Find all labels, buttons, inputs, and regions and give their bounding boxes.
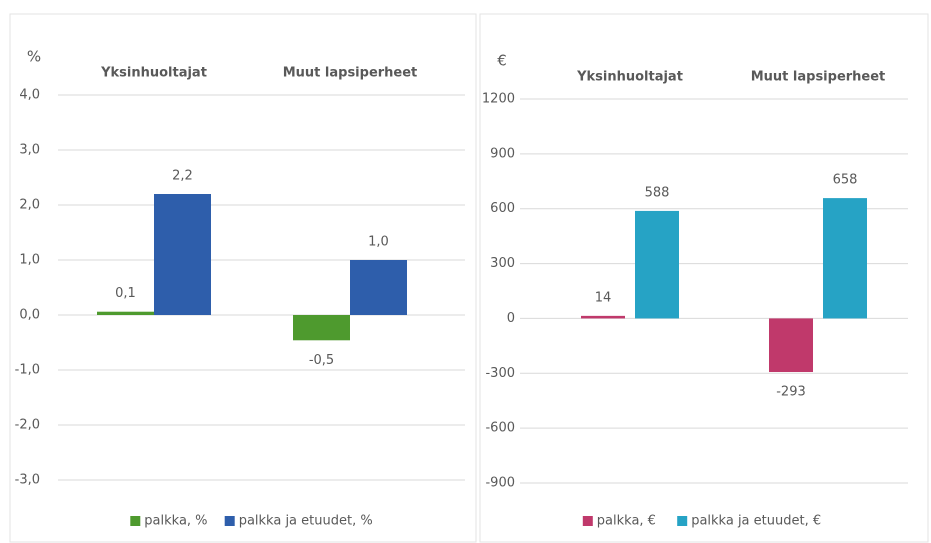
legend-swatch	[224, 516, 235, 526]
value-label: 658	[833, 173, 858, 188]
y-tick-label: 600	[490, 201, 515, 216]
y-tick-label: -600	[485, 421, 515, 436]
legend-swatch	[582, 516, 593, 526]
bar	[823, 198, 867, 319]
value-label: -0,5	[309, 353, 334, 368]
value-label: 588	[645, 185, 670, 200]
y-axis-unit: €	[497, 52, 507, 70]
category-label: Yksinhuoltajat	[100, 66, 207, 81]
category-label: Muut lapsiperheet	[751, 70, 886, 85]
y-tick-label: 1200	[482, 92, 515, 107]
y-tick-label: -2,0	[15, 418, 40, 433]
bar	[769, 318, 813, 373]
value-label: 1,0	[368, 235, 389, 250]
bar	[154, 194, 211, 315]
value-label: 14	[595, 290, 612, 305]
category-label: Yksinhuoltajat	[576, 70, 683, 85]
legend-label: palkka, €	[597, 514, 656, 529]
y-tick-label: 1,0	[19, 253, 40, 268]
panel-left	[9, 13, 477, 543]
y-tick-label: -3,0	[15, 473, 40, 488]
bar	[97, 311, 154, 315]
value-label: 2,2	[172, 169, 193, 184]
category-label: Muut lapsiperheet	[283, 66, 418, 81]
y-tick-label: -1,0	[15, 363, 40, 378]
y-tick-label: 0,0	[19, 308, 40, 323]
y-tick-label: 2,0	[19, 198, 40, 213]
y-tick-label: 3,0	[19, 143, 40, 158]
legend-label: palkka ja etuudet, %	[239, 514, 373, 529]
y-tick-label: 0	[507, 311, 515, 326]
y-tick-label: 300	[490, 256, 515, 271]
bar	[635, 210, 679, 319]
y-tick-label: -300	[485, 366, 515, 381]
bar	[293, 315, 350, 341]
y-axis-unit: %	[27, 48, 41, 66]
y-tick-label: 4,0	[19, 88, 40, 103]
panel-right	[479, 13, 929, 543]
bar	[350, 260, 407, 315]
legend-swatch	[130, 516, 141, 526]
y-tick-label: 900	[490, 146, 515, 161]
legend-label: palkka, %	[144, 514, 207, 529]
value-label: -293	[776, 385, 806, 400]
legend-label: palkka ja etuudet, €	[691, 514, 821, 529]
bar	[581, 315, 625, 319]
value-label: 0,1	[115, 286, 136, 301]
y-tick-label: -900	[485, 476, 515, 491]
legend-swatch	[677, 516, 688, 526]
